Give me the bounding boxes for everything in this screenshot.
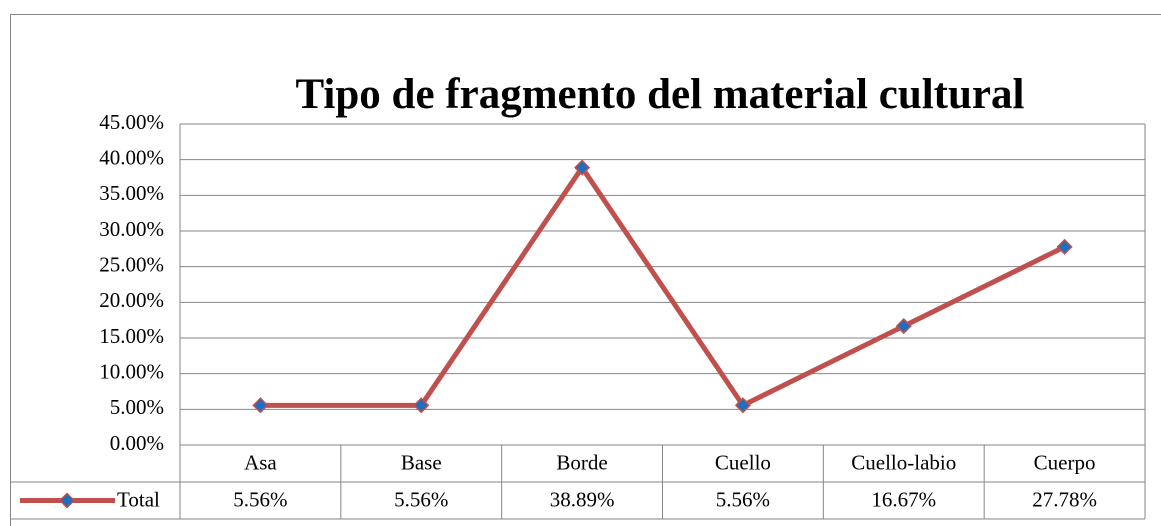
marker (895, 318, 912, 335)
legend-marker (58, 492, 76, 509)
data-table-value: 5.56% (233, 487, 287, 511)
y-tick-label: 5.00% (110, 395, 164, 419)
y-tick-label: 10.00% (99, 359, 164, 383)
y-tick-label: 20.00% (99, 288, 164, 312)
marker (413, 397, 430, 414)
x-tick-label: Asa (244, 450, 277, 474)
y-tick-label: 40.00% (99, 145, 164, 169)
marker (252, 397, 269, 414)
series-line (260, 165, 1066, 408)
y-tick-label: 35.00% (99, 181, 164, 205)
y-tick-label: 45.00% (99, 110, 164, 134)
data-table-value: 5.56% (716, 487, 770, 511)
chart-title: Tipo de fragmento del material cultural (296, 71, 1025, 118)
data-table-value: 27.78% (1032, 487, 1097, 511)
marker (574, 159, 591, 176)
marker (1056, 238, 1073, 255)
y-tick-label: 25.00% (99, 252, 164, 276)
x-tick-label: Cuello (715, 450, 771, 474)
y-tick-label: 30.00% (99, 217, 164, 241)
legend-label: Total (117, 487, 160, 511)
x-tick-label: Cuerpo (1034, 450, 1096, 474)
marker (734, 397, 751, 414)
data-table-value: 38.89% (550, 487, 615, 511)
x-tick-label: Borde (556, 450, 607, 474)
y-tick-label: 0.00% (110, 431, 164, 455)
y-tick-label: 15.00% (99, 324, 164, 348)
x-tick-label: Cuello-labio (851, 450, 956, 474)
x-tick-label: Base (401, 450, 442, 474)
data-table-value: 5.56% (394, 487, 448, 511)
data-table-value: 16.67% (871, 487, 936, 511)
chart-border (10, 14, 1161, 526)
